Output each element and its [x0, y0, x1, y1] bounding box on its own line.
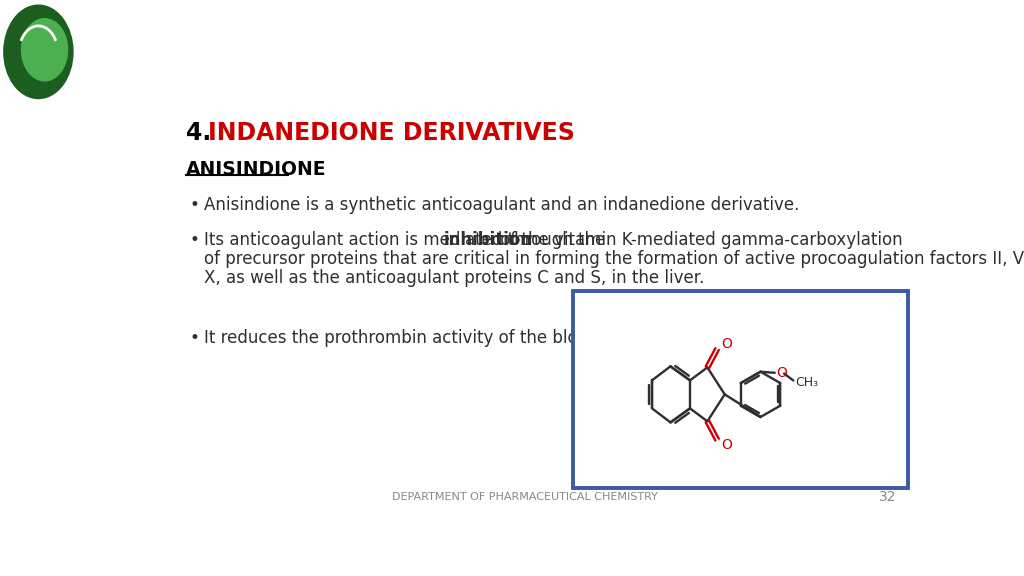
- Text: O: O: [721, 337, 732, 351]
- Bar: [572, 291, 907, 488]
- Text: of precursor proteins that are critical in forming the formation of active proco: of precursor proteins that are critical …: [204, 250, 1024, 268]
- Text: O: O: [721, 438, 732, 452]
- Text: •: •: [190, 231, 200, 249]
- Text: 32: 32: [879, 490, 896, 504]
- Text: It reduces the prothrombin activity of the blood.: It reduces the prothrombin activity of t…: [204, 329, 603, 347]
- Circle shape: [22, 18, 68, 81]
- Text: 4.: 4.: [186, 122, 211, 146]
- Text: inhibition: inhibition: [444, 231, 534, 249]
- Text: O: O: [776, 366, 787, 380]
- Text: •: •: [190, 196, 200, 214]
- Circle shape: [4, 5, 73, 98]
- Text: CH₃: CH₃: [795, 376, 818, 389]
- Text: Anisindione is a synthetic anticoagulant and an indanedione derivative.: Anisindione is a synthetic anticoagulant…: [204, 196, 800, 214]
- Text: ANISINDIONE: ANISINDIONE: [186, 160, 327, 179]
- Text: •: •: [190, 329, 200, 347]
- Text: X, as well as the anticoagulant proteins C and S, in the liver.: X, as well as the anticoagulant proteins…: [204, 270, 705, 287]
- Text: INDANEDIONE DERIVATIVES: INDANEDIONE DERIVATIVES: [208, 122, 574, 146]
- Text: Its anticoagulant action is mediated through the: Its anticoagulant action is mediated thr…: [204, 231, 610, 249]
- Text: of the vitamin K-mediated gamma-carboxylation: of the vitamin K-mediated gamma-carboxyl…: [495, 231, 902, 249]
- Text: DEPARTMENT OF PHARMACEUTICAL CHEMISTRY: DEPARTMENT OF PHARMACEUTICAL CHEMISTRY: [392, 492, 657, 502]
